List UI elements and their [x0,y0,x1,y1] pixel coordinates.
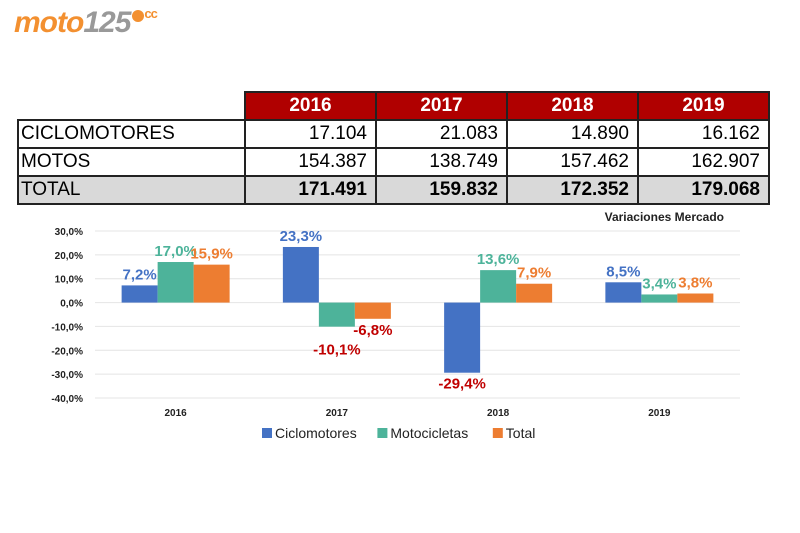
data-label: 3,8% [678,275,712,292]
logo-text: moto [14,6,84,39]
row-label: CICLOMOTORES [17,119,246,149]
cell: 172.352 [506,175,639,205]
bar-ciclomotores [605,282,642,303]
header-cell: 2016 [244,91,377,121]
cell: 138.749 [375,147,508,177]
cell: 162.907 [637,147,770,177]
bar-ciclomotores [121,285,158,303]
data-label: 7,9% [517,265,551,282]
cell: 179.068 [637,175,770,205]
bar-total [677,293,714,303]
data-label: 15,9% [190,246,233,263]
x-tick-label: 2019 [648,408,671,419]
bar-total [516,283,553,303]
y-tick-label: -10,0% [51,322,83,333]
bar-motocicletas [318,302,355,327]
table-header-row: 2016 2017 2018 2019 [18,91,770,121]
row-label: TOTAL [17,175,246,205]
cell: 14.890 [506,119,639,149]
bar-motocicletas [157,262,194,303]
bar-total [354,302,391,319]
data-label: 17,0% [154,243,197,260]
y-tick-label: -30,0% [51,370,83,381]
cell: 159.832 [375,175,508,205]
cell: 157.462 [506,147,639,177]
y-tick-label: -20,0% [51,346,83,357]
empty-cell [18,92,245,121]
legend-label: Motocicletas [390,425,468,441]
logo-number: 125 [83,6,131,39]
cell: 21.083 [375,119,508,149]
header-cell: 2017 [375,91,508,121]
x-tick-label: 2017 [326,408,349,419]
data-label: 13,6% [477,251,520,268]
bar-motocicletas [480,270,517,303]
table-row: MOTOS 154.387 138.749 157.462 162.907 [17,147,770,177]
data-label: -10,1% [313,342,361,359]
cell: 171.491 [244,175,377,205]
y-tick-label: 0,0% [60,299,83,310]
cell: 17.104 [244,119,377,149]
legend-label: Ciclomotores [275,425,357,441]
x-tick-label: 2016 [165,408,188,419]
header-cell: 2019 [637,91,770,121]
y-tick-label: 30,0% [55,227,83,238]
logo-suffix: cc [144,6,158,21]
data-label: -6,8% [353,322,392,339]
y-tick-label: 10,0% [55,275,83,286]
table-row: CICLOMOTORES 17.104 21.083 14.890 16.162 [17,119,770,149]
bar-motocicletas [641,294,678,303]
y-tick-label: -40,0% [51,394,83,405]
registrations-table: 2016 2017 2018 2019 CICLOMOTORES 17.104 … [17,91,770,205]
data-label: 8,5% [606,263,640,280]
y-tick-label: 20,0% [55,251,83,262]
data-label: -29,4% [438,376,486,393]
legend-swatch [377,428,388,438]
data-label: 3,4% [642,275,676,292]
legend-label: Total [506,425,536,441]
bar-ciclomotores [282,246,319,303]
x-tick-label: 2018 [487,408,510,419]
legend-swatch [492,428,503,438]
logo: moto125 cc [14,6,158,40]
cell: 16.162 [637,119,770,149]
market-variation-chart: Variaciones Mercado -40,0% -30,0% -20,0% -10… [51,210,740,441]
chart-title: Variaciones Mercado [605,210,724,224]
table-row-total: TOTAL 171.491 159.832 172.352 179.068 [17,175,770,205]
bar-total [193,264,230,303]
data-label: 7,2% [123,266,157,283]
header-cell: 2018 [506,91,639,121]
row-label: MOTOS [17,147,246,177]
logo-dot-icon [132,10,145,22]
legend-swatch [262,428,272,438]
data-label: 23,3% [280,228,323,245]
bar-ciclomotores [444,302,481,373]
cell: 154.387 [244,147,377,177]
